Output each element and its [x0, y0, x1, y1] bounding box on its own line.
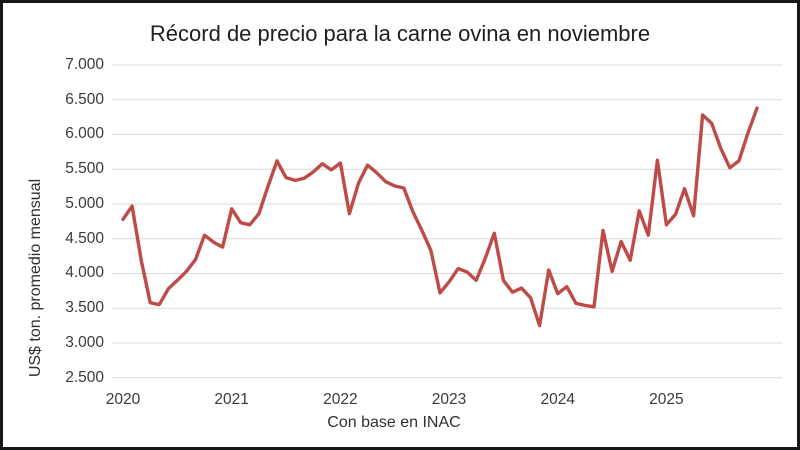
x-tick-label: 2021 — [214, 391, 249, 408]
y-tick-label: 3.500 — [65, 299, 104, 317]
x-tick-label: 2023 — [431, 391, 467, 408]
y-tick-label: 6.000 — [65, 125, 104, 143]
x-tick-label: 2024 — [540, 391, 575, 408]
x-tick-label: 2025 — [649, 391, 684, 408]
y-tick-label: 5.500 — [65, 160, 104, 178]
y-tick-label: 2.500 — [65, 368, 104, 386]
chart-title: Récord de precio para la carne ovina en … — [149, 21, 651, 46]
y-tick-label: 5.000 — [65, 194, 104, 212]
y-tick-label: 6.500 — [65, 90, 104, 108]
x-axis-title: Con base en INAC — [327, 414, 461, 431]
y-tick-label: 4.000 — [65, 264, 104, 282]
x-tick-label: 2022 — [323, 391, 358, 408]
price-series-line — [121, 106, 759, 328]
x-tick-label: 2020 — [105, 391, 141, 408]
y-tick-label: 4.500 — [65, 229, 104, 247]
gridlines — [112, 64, 782, 379]
y-tick-label: 7.000 — [65, 56, 104, 73]
y-tick-label: 3.000 — [65, 333, 104, 351]
